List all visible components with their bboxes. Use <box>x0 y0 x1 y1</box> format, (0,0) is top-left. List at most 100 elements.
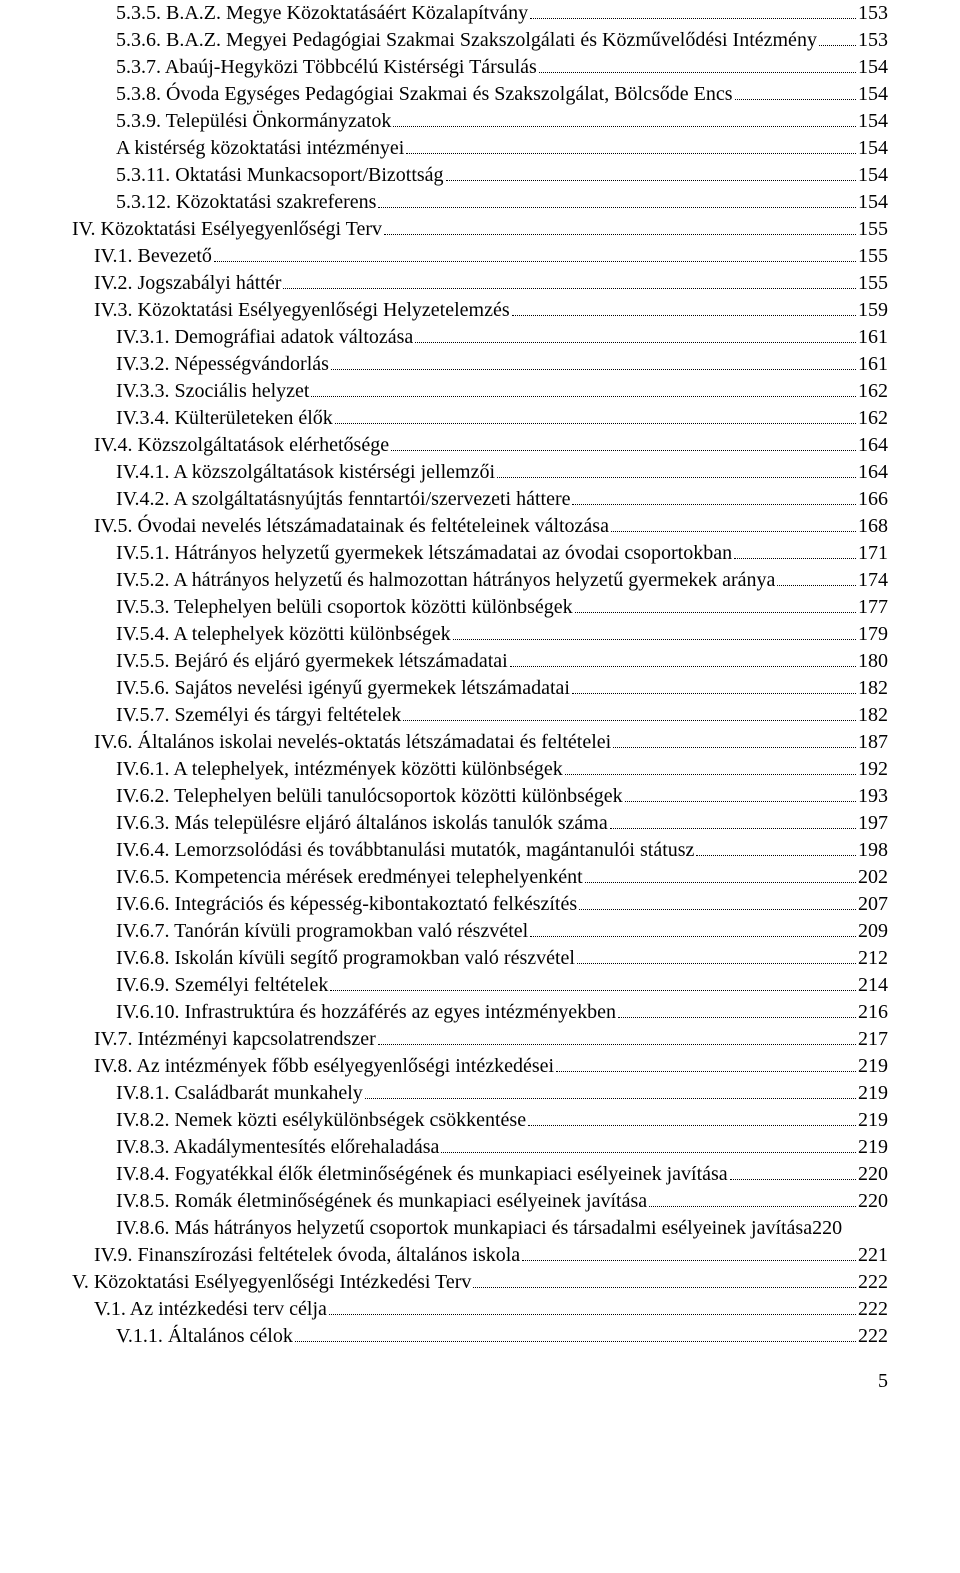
toc-leader <box>610 810 856 829</box>
toc-entry-title: IV.8.2. Nemek közti esélykülönbségek csö… <box>116 1107 526 1134</box>
toc-leader <box>214 243 856 262</box>
toc-entry-page: 161 <box>858 324 888 351</box>
toc-entry-page: 221 <box>858 1242 888 1269</box>
toc-entry-page: 154 <box>858 54 888 81</box>
toc-leader <box>512 297 856 316</box>
toc-entry-page: 159 <box>858 297 888 324</box>
toc-entry-page: 162 <box>858 378 888 405</box>
toc-entry-title: IV.5.6. Sajátos nevelési igényű gyermeke… <box>116 675 570 702</box>
toc-entry: 5.3.6. B.A.Z. Megyei Pedagógiai Szakmai … <box>72 27 888 54</box>
toc-leader <box>453 621 856 640</box>
toc-entry-title: IV.8.5. Romák életminőségének és munkapi… <box>116 1188 647 1215</box>
toc-entry-page: 162 <box>858 405 888 432</box>
toc-leader <box>510 648 856 667</box>
toc-entry-title: IV.6.5. Kompetencia mérések eredményei t… <box>116 864 583 891</box>
toc-entry-page: 180 <box>858 648 888 675</box>
toc-entry-title: IV.4.2. A szolgáltatásnyújtás fenntartói… <box>116 486 570 513</box>
toc-entry-page: 222 <box>858 1296 888 1323</box>
toc-leader <box>406 135 856 154</box>
toc-entry: IV.4.1. A közszolgáltatások kistérségi j… <box>72 459 888 486</box>
toc-entry-title: IV.6.7. Tanórán kívüli programokban való… <box>116 918 528 945</box>
toc-entry-page: 209 <box>858 918 888 945</box>
toc-entry-page: 179 <box>858 621 888 648</box>
toc-entry: IV.5.4. A telephelyek közötti különbsége… <box>72 621 888 648</box>
toc-entry-title: IV.6.1. A telephelyek, intézmények közöt… <box>116 756 563 783</box>
toc-leader <box>572 486 856 505</box>
toc-leader <box>329 1296 856 1315</box>
toc-entry-page: 168 <box>858 513 888 540</box>
toc-entry: IV.5.6. Sajátos nevelési igényű gyermeke… <box>72 675 888 702</box>
toc-entry-page: 220 <box>858 1161 888 1188</box>
toc-leader <box>530 918 856 937</box>
toc-entry-title: V.1. Az intézkedési terv célja <box>94 1296 327 1323</box>
toc-leader <box>446 162 856 181</box>
toc-entry-title: A kistérség közoktatási intézményei <box>116 135 404 162</box>
toc-entry: IV.6.5. Kompetencia mérések eredményei t… <box>72 864 888 891</box>
toc-leader <box>415 324 856 343</box>
toc-entry: IV.3.4. Külterületeken élők 162 <box>72 405 888 432</box>
toc-entry: V.1.1. Általános célok222 <box>72 1323 888 1350</box>
toc-leader <box>528 1107 856 1126</box>
toc-entry: 5.3.7. Abaúj-Hegyközi Többcélú Kistérség… <box>72 54 888 81</box>
toc-leader <box>335 405 856 424</box>
toc-entry: V.1. Az intézkedési terv célja 222 <box>72 1296 888 1323</box>
toc-leader <box>613 729 856 748</box>
toc-entry-title: IV.5.2. A hátrányos helyzetű és halmozot… <box>116 567 775 594</box>
toc-entry-page: 219 <box>858 1107 888 1134</box>
toc-entry-page: 193 <box>858 783 888 810</box>
toc-entry: IV.4.2. A szolgáltatásnyújtás fenntartói… <box>72 486 888 513</box>
toc-entry: 5.3.8. Óvoda Egységes Pedagógiai Szakmai… <box>72 81 888 108</box>
toc-entry-page: 174 <box>858 567 888 594</box>
toc-entry-title: IV.5.3. Telephelyen belüli csoportok köz… <box>116 594 573 621</box>
toc-entry-title: 5.3.5. B.A.Z. Megye Közoktatásáért Közal… <box>116 0 528 27</box>
toc-entry: IV. Közoktatási Esélyegyenlőségi Terv155 <box>72 216 888 243</box>
toc-entry-title: IV.4.1. A közszolgáltatások kistérségi j… <box>116 459 495 486</box>
toc-entry-title: IV.6.10. Infrastruktúra és hozzáférés az… <box>116 999 616 1026</box>
toc-entry-page: 171 <box>858 540 888 567</box>
toc-entry-title: 5.3.6. B.A.Z. Megyei Pedagógiai Szakmai … <box>116 27 817 54</box>
toc-entry: IV.6.9. Személyi feltételek214 <box>72 972 888 999</box>
toc-entry-title: IV.3.2. Népességvándorlás <box>116 351 329 378</box>
toc-leader <box>441 1134 856 1153</box>
toc-entry-page: 155 <box>858 243 888 270</box>
toc-entry-title: IV.5.5. Bejáró és eljáró gyermekek létsz… <box>116 648 508 675</box>
toc-entry-title: IV.3.4. Külterületeken élők <box>116 405 333 432</box>
toc-entry-title: IV.6. Általános iskolai nevelés-oktatás … <box>94 729 611 756</box>
toc-entry: A kistérség közoktatási intézményei154 <box>72 135 888 162</box>
toc-entry-page: 202 <box>858 864 888 891</box>
toc-entry: IV.5.1. Hátrányos helyzetű gyermekek lét… <box>72 540 888 567</box>
toc-entry-page: 212 <box>858 945 888 972</box>
toc-leader <box>735 81 856 100</box>
toc-entry-title: IV.6.6. Integrációs és képesség-kibontak… <box>116 891 577 918</box>
toc-leader <box>575 594 856 613</box>
toc-entry-page: 187 <box>858 729 888 756</box>
toc-entry-page: 207 <box>858 891 888 918</box>
toc-leader <box>579 891 856 910</box>
toc-entry-title: IV.6.2. Telephelyen belüli tanulócsoport… <box>116 783 623 810</box>
toc-entry-title: IV.6.9. Személyi feltételek <box>116 972 328 999</box>
toc-entry-title: IV.8.3. Akadálymentesítés előrehaladása <box>116 1134 439 1161</box>
toc-entry: IV.3.1. Demográfiai adatok változása161 <box>72 324 888 351</box>
toc-entry: V. Közoktatási Esélyegyenlőségi Intézked… <box>72 1269 888 1296</box>
toc-entry-title: IV.1. Bevezető <box>94 243 212 270</box>
toc-entry-page: 164 <box>858 432 888 459</box>
toc-entry-title: IV.9. Finanszírozási feltételek óvoda, á… <box>94 1242 520 1269</box>
toc-entry: IV.6.2. Telephelyen belüli tanulócsoport… <box>72 783 888 810</box>
toc-entry-page: 164 <box>858 459 888 486</box>
toc-entry: 5.3.11. Oktatási Munkacsoport/Bizottság1… <box>72 162 888 189</box>
toc-leader <box>649 1188 856 1207</box>
toc-entry-title: IV.3.3. Szociális helyzet <box>116 378 309 405</box>
toc-leader <box>497 459 856 478</box>
toc-entry: IV.8. Az intézmények főbb esélyegyenlősé… <box>72 1053 888 1080</box>
toc-entry: IV.5.3. Telephelyen belüli csoportok köz… <box>72 594 888 621</box>
toc-entry: IV.5. Óvodai nevelés létszámadatainak és… <box>72 513 888 540</box>
toc-entry-title: IV.8. Az intézmények főbb esélyegyenlősé… <box>94 1053 554 1080</box>
toc-entry: 5.3.9. Települési Önkormányzatok154 <box>72 108 888 135</box>
toc-entry: IV.6.4. Lemorzsolódási és továbbtanulási… <box>72 837 888 864</box>
toc-entry-title: IV.7. Intézményi kapcsolatrendszer <box>94 1026 376 1053</box>
toc-entry-page: 154 <box>858 81 888 108</box>
toc-leader <box>734 540 856 559</box>
toc-entry-page: 153 <box>858 0 888 27</box>
toc-entry-title: IV.5.7. Személyi és tárgyi feltételek <box>116 702 401 729</box>
toc-entry-title: IV.4. Közszolgáltatások elérhetősége <box>94 432 389 459</box>
